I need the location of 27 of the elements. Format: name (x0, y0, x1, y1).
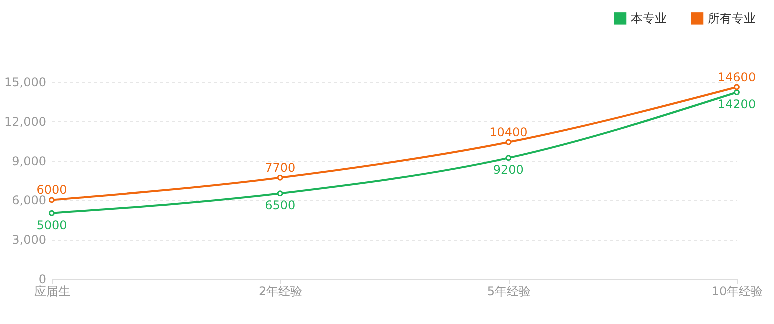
x-tick-label: 2年经验 (259, 284, 303, 298)
x-tick-label: 10年经验 (712, 284, 764, 298)
point (734, 84, 740, 90)
point (49, 197, 55, 204)
point (506, 155, 512, 162)
y-tick-label: 3,000 (12, 233, 46, 248)
legend-label: 所有专业 (708, 12, 756, 26)
data-label: 14200 (718, 98, 756, 112)
x-tick-label: 5年经验 (487, 284, 531, 298)
point (277, 174, 284, 181)
point (734, 90, 740, 96)
y-tick-label: 6,000 (12, 194, 46, 208)
data-label: 6500 (265, 198, 296, 213)
y-tick-label: 15,000 (4, 76, 46, 90)
y-tick-label: 12,000 (4, 114, 46, 129)
data-label: 9200 (493, 163, 524, 178)
data-label: 10400 (490, 125, 528, 140)
y-tick-label: 0 (38, 272, 46, 286)
point (49, 210, 55, 216)
point (277, 190, 284, 197)
y-tick-label: 9,000 (12, 154, 46, 168)
data-label: 5000 (36, 218, 68, 232)
x-tick-label: 应届生 (34, 284, 70, 298)
data-label: 14600 (718, 70, 756, 84)
data-label: 7700 (265, 160, 296, 175)
point (506, 139, 512, 146)
legend-label: 本专业 (631, 12, 667, 26)
